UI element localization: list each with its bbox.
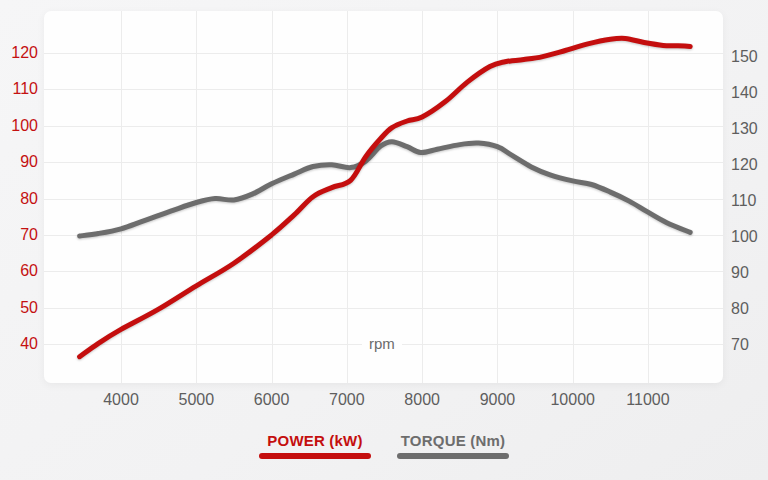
power-swatch	[259, 453, 371, 459]
power-tick-label: 100	[0, 116, 38, 136]
power-tick-label: 110	[0, 79, 38, 99]
rpm-tick-label: 4000	[89, 390, 153, 410]
torque-tick-label: 130	[731, 119, 768, 139]
x-axis-label: rpm	[362, 334, 402, 353]
power-tick-label: 90	[0, 152, 38, 172]
torque-tick-label: 70	[731, 335, 768, 355]
rpm-tick-label: 5000	[164, 390, 228, 410]
rpm-tick-label: 6000	[240, 390, 304, 410]
power-tick-label: 70	[0, 225, 38, 245]
torque-tick-label: 150	[731, 47, 768, 67]
torque-tick-label: 90	[731, 263, 768, 283]
torque-tick-label: 100	[731, 227, 768, 247]
torque-tick-label: 110	[731, 191, 768, 211]
torque-tick-label: 80	[731, 299, 768, 319]
legend-item-torque[interactable]: TORQUE (Nm)	[397, 432, 509, 459]
rpm-tick-label: 7000	[315, 390, 379, 410]
power-tick-label: 120	[0, 43, 38, 63]
legend-label-torque: TORQUE (Nm)	[401, 432, 505, 449]
rpm-tick-label: 9000	[465, 390, 529, 410]
rpm-tick-label: 10000	[541, 390, 605, 410]
rpm-tick-label: 11000	[616, 390, 680, 410]
rpm-tick-label: 8000	[390, 390, 454, 410]
power-tick-label: 50	[0, 298, 38, 318]
power-tick-label: 80	[0, 189, 38, 209]
legend-label-power: POWER (kW)	[267, 432, 362, 449]
torque-tick-label: 140	[731, 83, 768, 103]
legend: POWER (kW) TORQUE (Nm)	[0, 432, 768, 459]
torque-swatch	[397, 453, 509, 459]
torque-tick-label: 120	[731, 155, 768, 175]
legend-item-power[interactable]: POWER (kW)	[259, 432, 371, 459]
power-tick-label: 60	[0, 261, 38, 281]
power-tick-label: 40	[0, 334, 38, 354]
torque-curve	[80, 142, 691, 236]
